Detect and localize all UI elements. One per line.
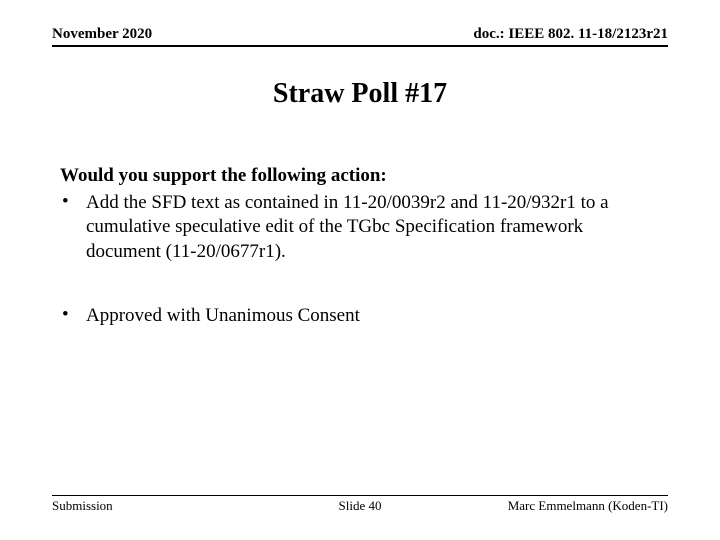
slide-body: Would you support the following action: … <box>60 165 660 332</box>
bullet-item: • Approved with Unanimous Consent <box>60 304 660 328</box>
slide-footer: Submission Slide 40 Marc Emmelmann (Kode… <box>52 495 668 514</box>
slide-title: Straw Poll #17 <box>0 78 720 110</box>
footer-left: Submission <box>52 498 113 514</box>
bullet-text-2: Approved with Unanimous Consent <box>86 304 660 328</box>
bullet-marker: • <box>60 304 86 328</box>
bullet-marker: • <box>60 191 86 264</box>
bullet-item: • Add the SFD text as contained in 11-20… <box>60 191 660 264</box>
bullet-text-1: Add the SFD text as contained in 11-20/0… <box>86 191 660 264</box>
slide-header: November 2020 doc.: IEEE 802. 11-18/2123… <box>52 26 668 47</box>
header-doc-id: doc.: IEEE 802. 11-18/2123r21 <box>473 26 668 43</box>
lead-question: Would you support the following action: <box>60 165 660 187</box>
header-date: November 2020 <box>52 26 152 43</box>
footer-author: Marc Emmelmann (Koden-TI) <box>508 498 668 514</box>
